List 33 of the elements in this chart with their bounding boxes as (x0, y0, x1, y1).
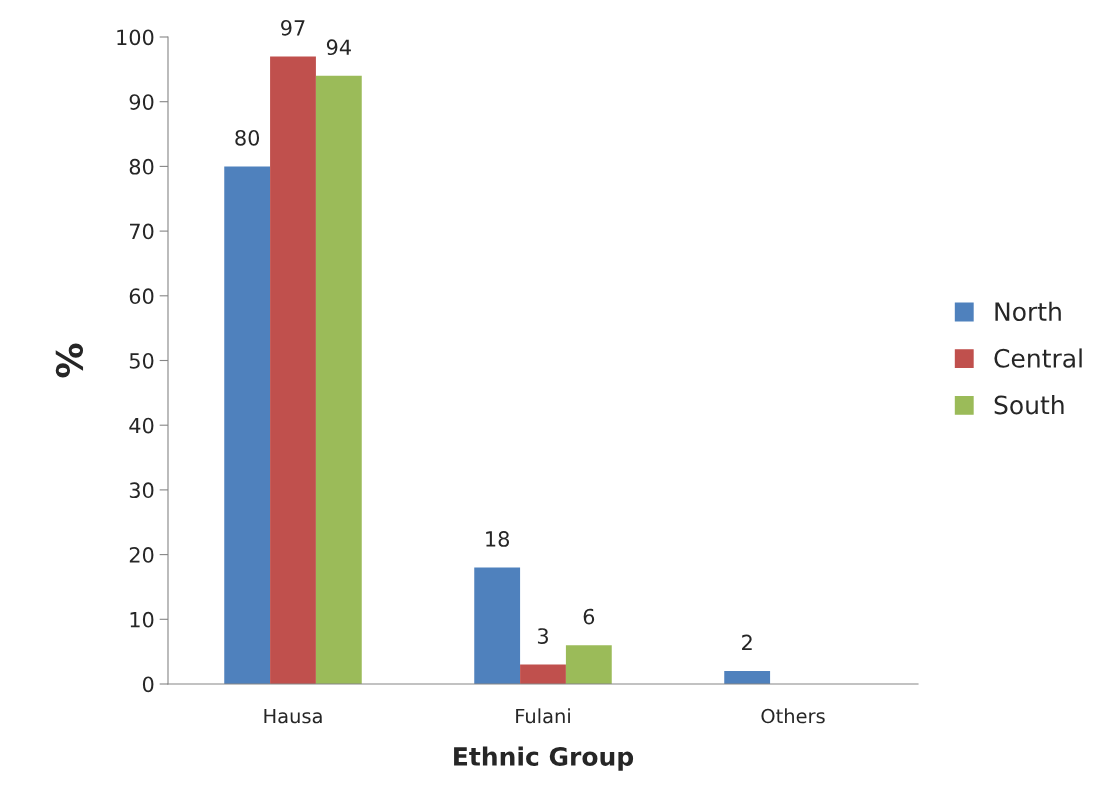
bar (315, 75, 362, 684)
y-tick-label: 0 (142, 676, 154, 693)
data-label: 80 (235, 129, 260, 146)
bar (474, 567, 521, 684)
data-label: 97 (281, 19, 305, 36)
y-tick-label: 30 (129, 482, 154, 499)
y-tick-label: 40 (129, 417, 154, 434)
data-label: 18 (486, 531, 509, 547)
y-tick-label: 20 (129, 547, 154, 563)
y-axis-title: % (55, 343, 84, 378)
y-tick-label: 90 (129, 94, 154, 110)
data-label: 94 (326, 39, 351, 56)
data-label: 6 (583, 608, 595, 625)
bar (520, 664, 566, 684)
y-tick-label: 60 (129, 288, 154, 305)
y-tick-label: 10 (130, 611, 154, 628)
x-tick-label: Hausa (264, 708, 322, 724)
data-label: 3 (537, 628, 548, 644)
x-axis-title: Ethnic Group (454, 746, 634, 771)
y-tick-label: 50 (129, 352, 154, 369)
bar (565, 645, 612, 684)
data-label: 2 (742, 634, 752, 651)
bar (724, 671, 771, 684)
y-tick-label: 100 (117, 29, 154, 46)
x-tick-label: Others (761, 708, 825, 724)
legend-label: South (994, 395, 1064, 415)
y-tick-label: 80 (129, 158, 154, 175)
bar (224, 166, 271, 684)
y-tick-label: 70 (130, 223, 154, 240)
legend-label: North (995, 301, 1061, 322)
legend-label: Central (994, 348, 1082, 368)
bar (270, 56, 316, 684)
x-tick-label: Fulani (516, 708, 570, 724)
